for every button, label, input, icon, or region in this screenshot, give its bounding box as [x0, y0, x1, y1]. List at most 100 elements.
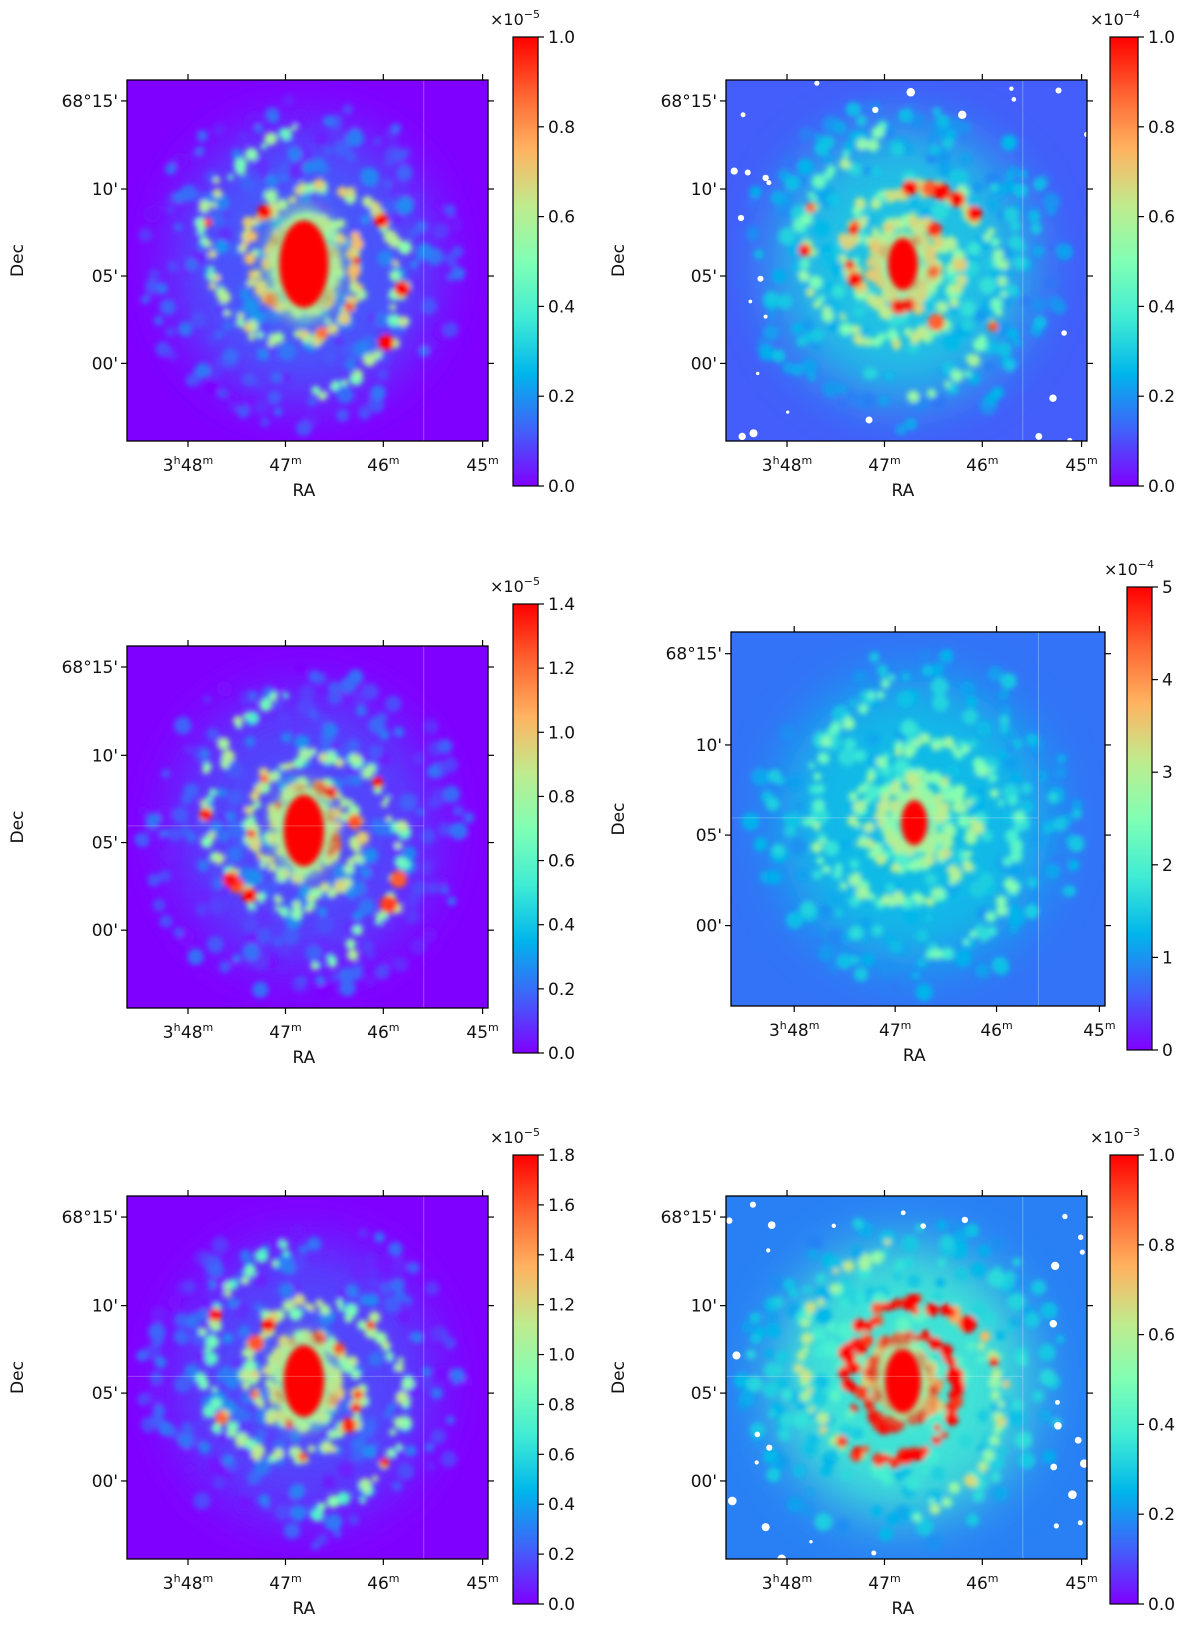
- emission-knot: [999, 724, 1009, 734]
- masked-pixel: [737, 214, 745, 222]
- emission-knot: [317, 391, 328, 401]
- colorbar-tick-label: 1.6: [548, 1196, 575, 1216]
- emission-knot: [986, 926, 998, 937]
- emission-knot: [947, 1358, 957, 1368]
- galaxy-core: [901, 800, 928, 846]
- emission-knot: [780, 725, 796, 741]
- emission-knot: [274, 905, 281, 912]
- emission-knot: [333, 1529, 342, 1538]
- emission-knot: [278, 712, 289, 724]
- emission-knot: [927, 388, 937, 398]
- emission-knot: [279, 907, 289, 918]
- emission-knot: [912, 1513, 922, 1522]
- emission-knot: [870, 1302, 884, 1315]
- tick-superscript: m: [291, 454, 302, 467]
- emission-knot: [336, 386, 354, 404]
- emission-knot: [205, 795, 213, 803]
- x-tick-label: 46m: [966, 454, 998, 476]
- emission-knot: [784, 825, 796, 837]
- emission-knot: [856, 138, 869, 151]
- tick-text: 48: [181, 456, 203, 476]
- emission-knot: [911, 971, 921, 981]
- tick-superscript: h: [773, 1572, 780, 1585]
- emission-knot: [246, 711, 259, 724]
- tick-superscript: m: [389, 454, 400, 467]
- emission-knot: [778, 1428, 792, 1442]
- colorbar-tick-label: 0.0: [548, 1044, 575, 1064]
- emission-knot: [996, 342, 1012, 357]
- emission-knot: [428, 883, 439, 895]
- emission-knot: [976, 720, 992, 737]
- emission-knot: [815, 783, 825, 793]
- tick-text: 46: [966, 456, 988, 476]
- emission-knot: [310, 157, 327, 174]
- colorbar-tick-label: 0.6: [548, 208, 575, 228]
- emission-knot: [381, 1341, 390, 1349]
- x-tick-label: 3h 48m: [762, 1572, 813, 1594]
- emission-knot: [926, 133, 937, 143]
- emission-knot: [931, 395, 946, 411]
- masked-pixel: [1055, 87, 1062, 94]
- emission-knot: [843, 737, 857, 751]
- emission-knot: [815, 1307, 832, 1324]
- emission-knot: [805, 288, 815, 298]
- emission-knot: [158, 869, 172, 883]
- emission-knot: [966, 738, 978, 750]
- tick-text: 47: [269, 456, 291, 476]
- emission-knot: [863, 821, 875, 833]
- emission-knot: [928, 249, 936, 257]
- emission-knot: [948, 130, 957, 140]
- y-axis-label: Dec: [609, 244, 629, 277]
- emission-knot: [288, 195, 297, 204]
- tick-text: 45: [466, 456, 488, 476]
- emission-knot: [888, 674, 896, 682]
- emission-knot: [860, 327, 869, 336]
- emission-knot: [930, 663, 944, 677]
- emission-knot: [374, 1232, 385, 1243]
- emission-knot: [342, 104, 353, 115]
- tick-superscript: m: [988, 454, 999, 467]
- tick-text: 47: [879, 1021, 901, 1041]
- emission-knot: [995, 895, 1007, 907]
- emission-knot: [203, 695, 212, 704]
- colorbar-multiplier: ×10−3: [1090, 1126, 1140, 1147]
- emission-regions: [741, 649, 1090, 1002]
- emission-knot: [233, 1407, 249, 1422]
- emission-knot: [848, 162, 861, 176]
- emission-knot: [961, 806, 969, 813]
- colorbar-gradient: [1126, 586, 1153, 1051]
- emission-knot: [389, 870, 407, 888]
- emission-knot: [443, 1336, 457, 1350]
- emission-knot: [800, 1369, 813, 1382]
- emission-knot: [948, 1481, 961, 1494]
- emission-knot: [407, 1261, 420, 1274]
- emission-knot: [208, 788, 218, 797]
- colorbar-tick-label: 5: [1162, 578, 1173, 598]
- emission-knot: [953, 257, 968, 272]
- emission-knot: [346, 1284, 359, 1298]
- emission-knot: [298, 1244, 309, 1255]
- emission-knot: [986, 198, 1000, 212]
- emission-knot: [337, 1461, 355, 1480]
- emission-knot: [392, 1257, 408, 1274]
- emission-knot: [344, 302, 355, 313]
- emission-knot: [358, 898, 376, 916]
- emission-knot: [140, 295, 150, 304]
- emission-knot: [924, 772, 934, 783]
- emission-knot: [793, 1412, 810, 1429]
- emission-knot: [350, 753, 362, 764]
- emission-knot: [972, 181, 984, 193]
- emission-knot: [282, 94, 295, 106]
- emission-knot: [325, 1345, 335, 1355]
- emission-knot: [905, 1475, 921, 1491]
- emission-knot: [349, 276, 357, 284]
- emission-knot: [998, 750, 1008, 760]
- emission-knot: [828, 962, 840, 974]
- emission-knot: [853, 1291, 867, 1304]
- emission-knot: [855, 1385, 869, 1400]
- emission-knot: [262, 1365, 273, 1376]
- emission-knot: [226, 846, 243, 863]
- colorbar-tick-label: 0.6: [548, 1445, 575, 1465]
- emission-knot: [973, 338, 987, 352]
- x-tick-label: 46m: [367, 454, 399, 476]
